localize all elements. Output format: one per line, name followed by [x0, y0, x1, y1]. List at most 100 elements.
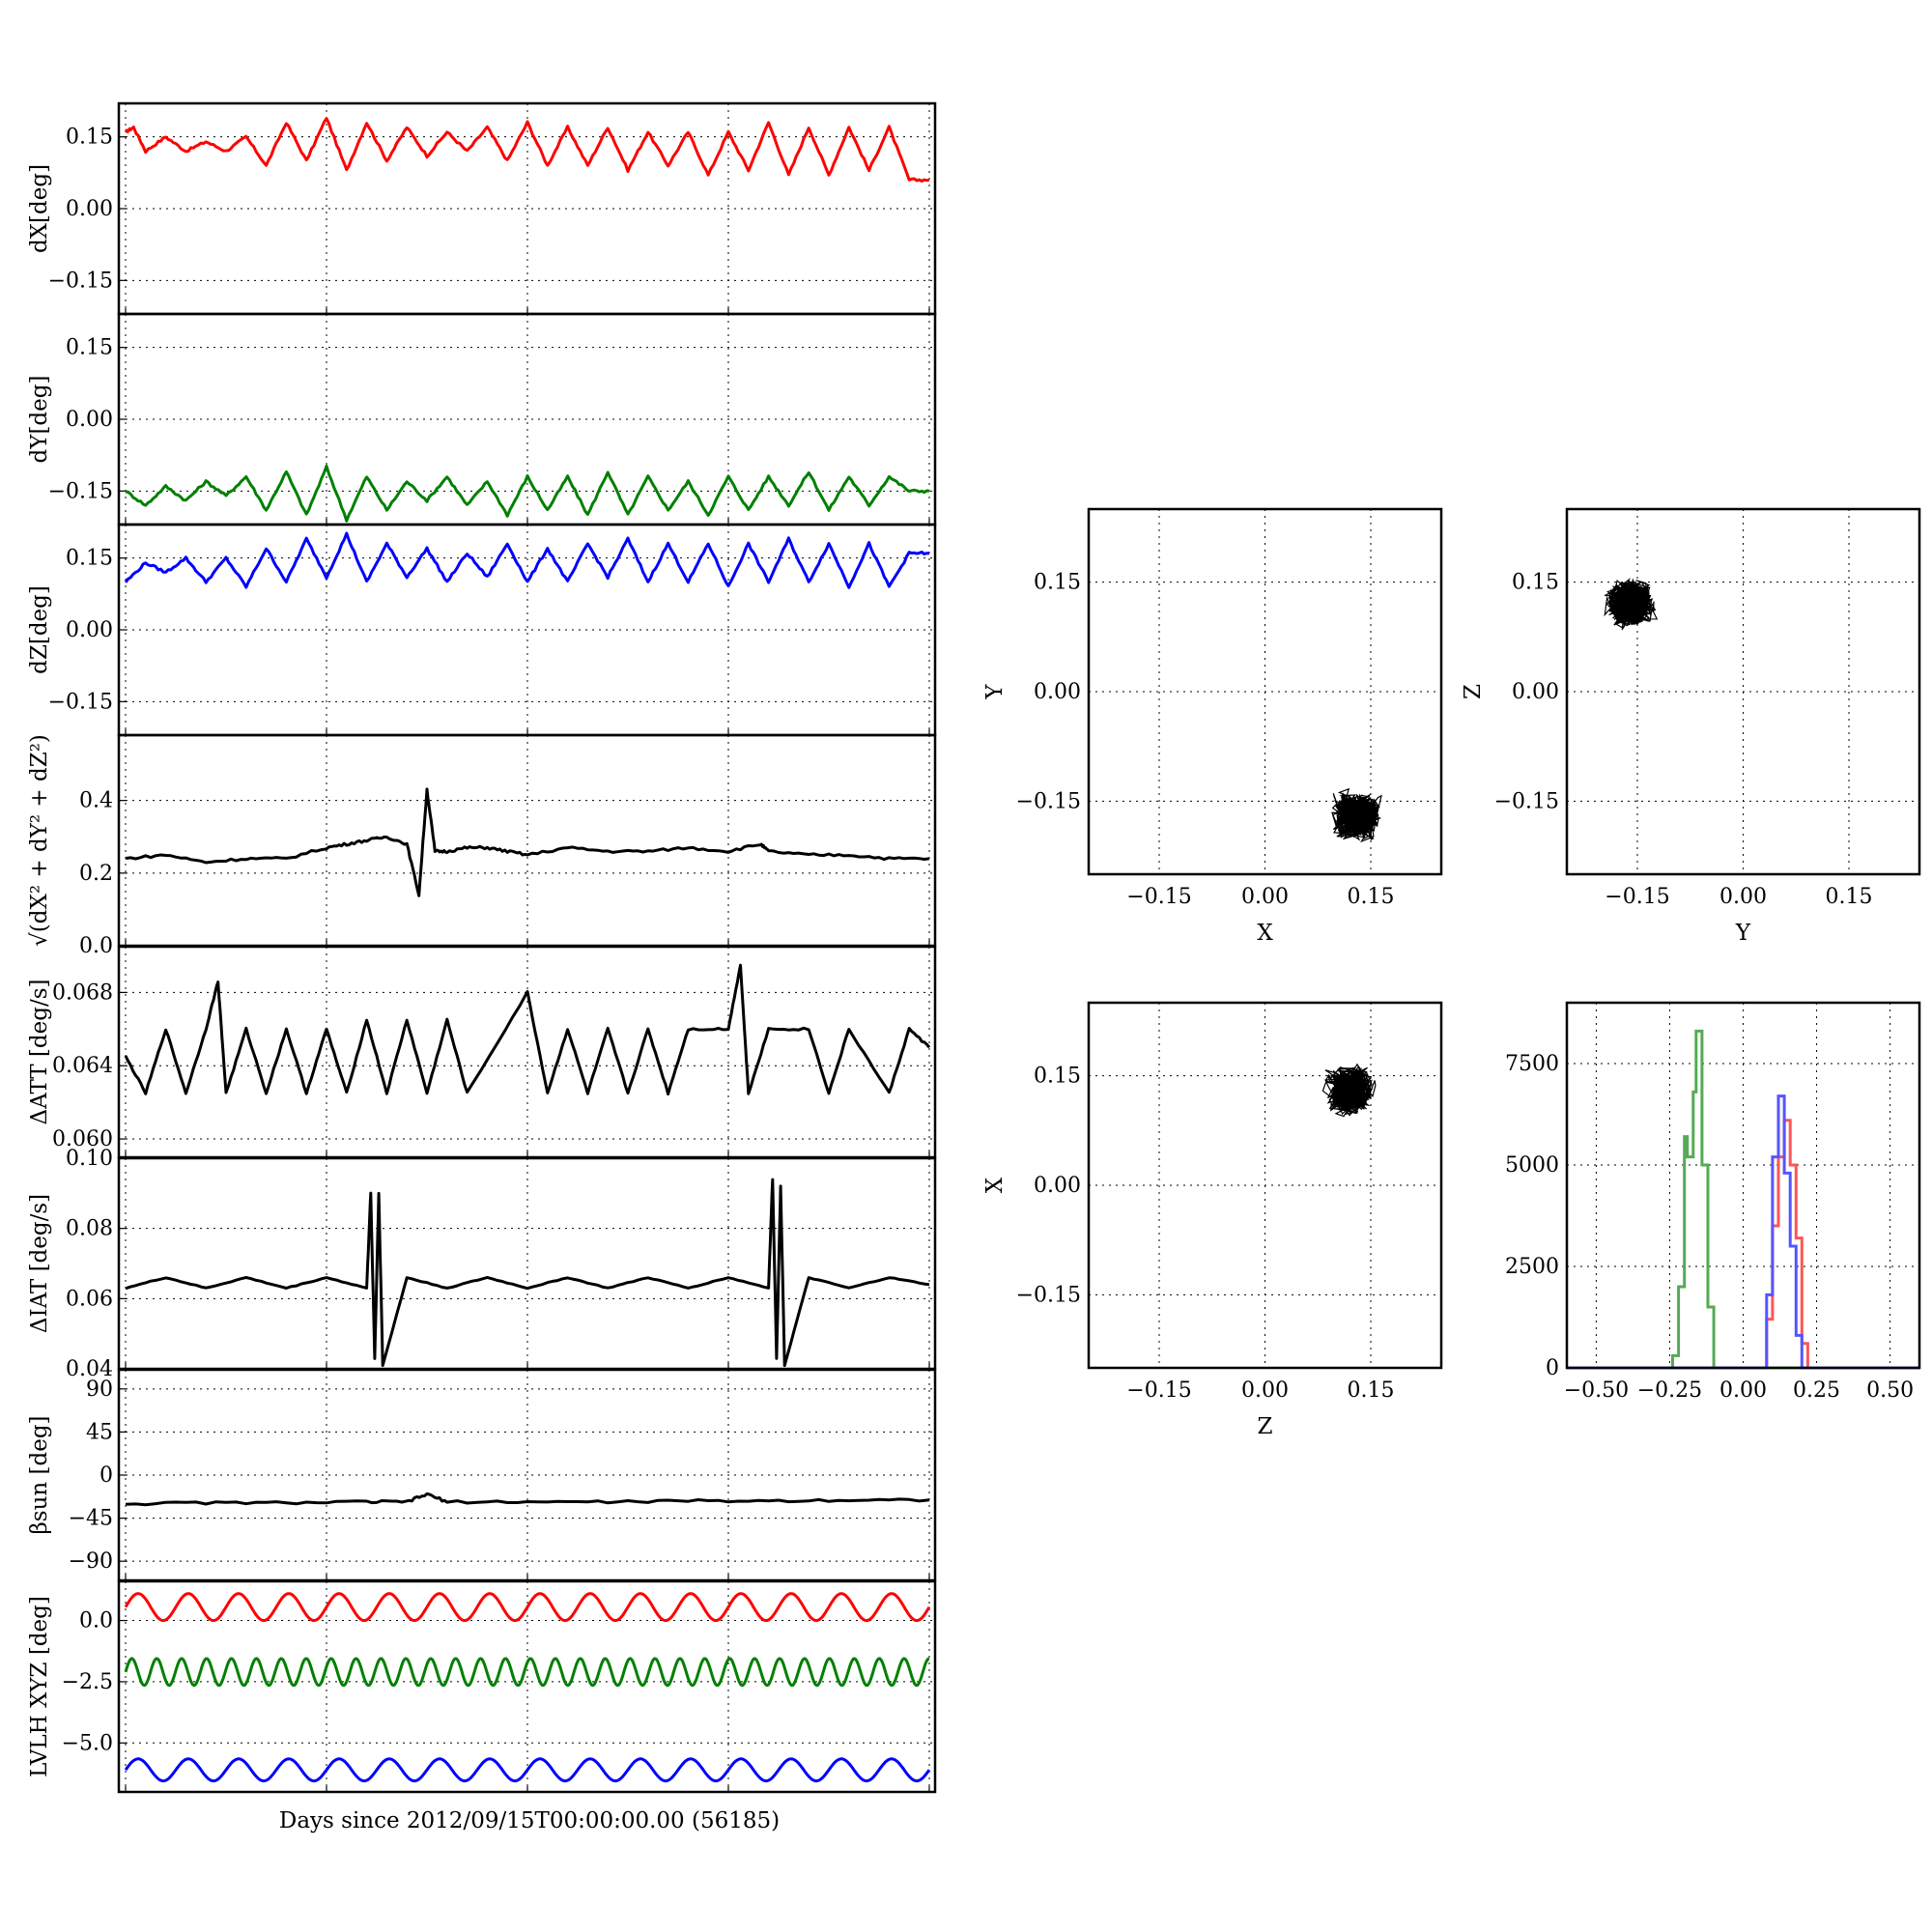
- y-tick-label: −0.15: [1494, 789, 1559, 813]
- panel-1: 0.15 0.00 −0.15 dX[deg]: [27, 101, 937, 316]
- y-tick-label: 0.06: [66, 1287, 113, 1311]
- y-axis-label: βsun [deg]: [27, 1415, 52, 1534]
- panel-4: 0.4 0.2 0.0 √(dX² + dY² + dZ²): [27, 733, 937, 958]
- x-tick-label: −0.15: [1605, 885, 1669, 909]
- y-axis-label: ΔATT [deg/s]: [27, 980, 52, 1125]
- y-tick-label: 0.00: [1034, 1174, 1081, 1198]
- y-tick-label: 0.15: [66, 126, 113, 150]
- y-tick-label: 0.00: [66, 618, 113, 642]
- panel-frame: [1565, 1001, 1921, 1370]
- y-tick-label: −45: [69, 1507, 113, 1531]
- series-line: [125, 787, 930, 897]
- y-tick-label: 0.064: [52, 1054, 113, 1078]
- series-line: [125, 1492, 930, 1507]
- y-tick-label: 0.0: [79, 1609, 113, 1634]
- scatter-and-histogram-panels: −0.15 −0.15 0.00 0.00 0.15 0.15 X Y −0.15 −0.15 0.…: [982, 507, 1921, 1439]
- panel-2: 0.15 0.00 −0.15 dY[deg]: [27, 312, 937, 526]
- x-axis-label: Y: [1735, 921, 1751, 946]
- y-axis-label: √(dX² + dY² + dZ²): [27, 734, 52, 947]
- scatter-panel-1: −0.15 −0.15 0.00 0.00 0.15 0.15 X Y: [982, 507, 1443, 946]
- y-axis-label: Z: [1461, 684, 1486, 699]
- panel-7: 90 45 0 −45 −90 βsun [deg]: [27, 1368, 937, 1582]
- y-tick-label: 0.15: [66, 547, 113, 571]
- panel-frame: [117, 1579, 937, 1794]
- panel-8: 0.0 −2.5 −5.0 LVLH XYZ [deg]: [27, 1579, 937, 1794]
- y-tick-label: 0.15: [66, 336, 113, 360]
- y-tick-label: 0.068: [52, 980, 113, 1005]
- series-line: [124, 1757, 931, 1783]
- x-tick-label: 0.15: [1348, 1378, 1395, 1403]
- histogram-series-dX: [1567, 1119, 1919, 1370]
- histogram-series-dZ: [1567, 1094, 1919, 1370]
- panel-frame: [1565, 507, 1921, 876]
- y-axis-label: X: [982, 1177, 1008, 1193]
- x-tick-label: 0.15: [1348, 885, 1395, 909]
- scatter-panel-2: −0.15 −0.15 0.00 0.00 0.15 0.15 Y Z: [1461, 507, 1921, 946]
- y-tick-label: 0.15: [1512, 571, 1559, 595]
- y-tick-label: −90: [69, 1549, 113, 1574]
- x-tick-label: 0.50: [1866, 1378, 1914, 1403]
- series-line: [124, 531, 929, 589]
- y-tick-label: 0.15: [1034, 1065, 1081, 1089]
- y-tick-label: 0.00: [1512, 680, 1559, 704]
- y-tick-label: 7500: [1505, 1052, 1559, 1076]
- y-axis-label: ΔIAT [deg/s]: [27, 1194, 52, 1333]
- y-tick-label: −0.15: [1016, 789, 1081, 813]
- series-line: [126, 464, 930, 523]
- panel-frame: [1087, 507, 1443, 876]
- trajectory-trace: [1604, 578, 1659, 631]
- panel-frame: [117, 733, 937, 948]
- y-axis-label: Y: [982, 684, 1008, 700]
- x-axis-label: X: [1257, 921, 1273, 946]
- x-tick-label: 0.25: [1793, 1378, 1840, 1403]
- x-tick-label: −0.25: [1637, 1378, 1702, 1403]
- x-tick-label: −0.15: [1126, 1378, 1191, 1403]
- time-axis-label: Days since 2012/09/15T00:00:00.00 (56185…: [279, 1808, 780, 1833]
- scatter-panel-3: −0.15 −0.15 0.00 0.00 0.15 0.15 Z X: [982, 1001, 1443, 1439]
- series-line: [124, 963, 931, 1096]
- y-axis-label: dY[deg]: [27, 376, 52, 464]
- x-tick-label: 0.00: [1241, 885, 1289, 909]
- trajectory-trace: [1331, 787, 1382, 843]
- y-tick-label: 0.15: [1034, 571, 1081, 595]
- y-tick-label: 0.2: [79, 862, 113, 886]
- x-tick-label: 0.00: [1241, 1378, 1289, 1403]
- y-tick-label: 0.00: [66, 197, 113, 221]
- series-line: [125, 117, 930, 183]
- y-tick-label: 2500: [1505, 1255, 1559, 1279]
- series-line: [124, 1657, 930, 1688]
- time-series-panels: 0.150.00−0.15dX[deg]0.150.00−0.15dY[deg]…: [27, 101, 937, 1794]
- y-tick-label: 90: [86, 1378, 113, 1402]
- x-tick-label: −0.15: [1126, 885, 1191, 909]
- y-tick-label: 5000: [1505, 1153, 1559, 1178]
- trajectory-trace: [1321, 1063, 1377, 1118]
- panel-3: 0.15 0.00 −0.15 dZ[deg]: [27, 523, 937, 737]
- series-line: [125, 1178, 930, 1368]
- y-tick-label: −0.15: [48, 479, 113, 503]
- histogram-panel: −0.50 −0.25 0.00 0.25 0.50 7500 5000 2500 0: [1505, 1001, 1921, 1403]
- x-tick-label: −0.50: [1564, 1378, 1629, 1403]
- y-tick-label: −0.15: [48, 269, 113, 293]
- y-tick-label: 0.00: [66, 408, 113, 432]
- series-line: [124, 1592, 931, 1623]
- y-tick-label: 0.4: [79, 789, 113, 813]
- y-axis-label: dZ[deg]: [27, 585, 52, 674]
- y-tick-label: 0: [99, 1463, 113, 1488]
- y-tick-label: 0.04: [66, 1357, 113, 1381]
- panel-frame: [1087, 1001, 1443, 1370]
- y-tick-label: −2.5: [62, 1670, 113, 1694]
- panel-6: 0.10 0.08 0.06 0.04 ΔIAT [deg/s]: [27, 1147, 937, 1381]
- y-tick-label: −0.15: [48, 690, 113, 714]
- y-tick-label: 0.10: [66, 1147, 113, 1171]
- histogram-series-dY: [1567, 1029, 1919, 1370]
- y-tick-label: 0.060: [52, 1127, 113, 1151]
- panel-frame: [117, 1156, 937, 1371]
- x-tick-label: 0.00: [1719, 885, 1767, 909]
- y-axis-label: dX[deg]: [27, 164, 52, 253]
- y-tick-label: 0.08: [66, 1217, 113, 1241]
- y-tick-label: 45: [86, 1420, 113, 1444]
- y-tick-label: −5.0: [62, 1731, 113, 1755]
- y-tick-label: −0.15: [1016, 1283, 1081, 1307]
